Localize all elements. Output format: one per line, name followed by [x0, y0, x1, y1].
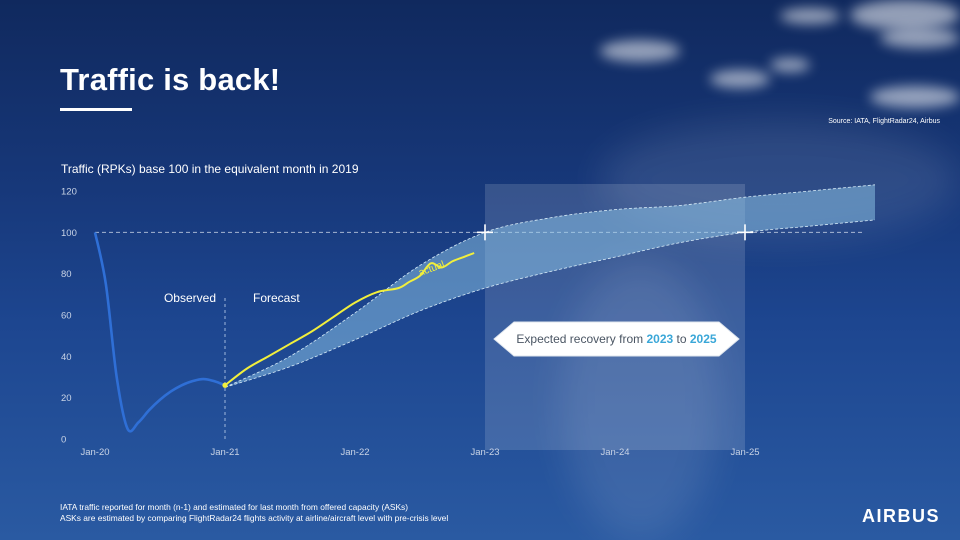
y-tick-label: 80 — [61, 269, 72, 280]
recovery-marker — [477, 224, 493, 241]
source-note: Source: IATA, FlightRadar24, Airbus — [828, 118, 940, 125]
annotation-year-to: 2025 — [690, 332, 717, 346]
forecast-upper-bound — [224, 184, 876, 388]
actual-line — [224, 252, 475, 387]
annotation-prefix: Expected recovery from — [516, 332, 646, 346]
y-tick-label: 120 — [61, 187, 77, 198]
recovery-arrow — [493, 321, 740, 357]
annotation-joiner: to — [673, 332, 690, 346]
recovery-annotation: Expected recovery from 2023 to 2025 — [516, 332, 716, 346]
y-tick-label: 0 — [61, 435, 66, 446]
airbus-logo: AIRBUS — [861, 506, 940, 526]
x-tick-label: Jan-25 — [730, 447, 759, 458]
y-tick-label: 40 — [61, 352, 72, 363]
forecast-label: Forecast — [253, 291, 300, 305]
observed-line — [93, 232, 226, 433]
actual-start-point — [222, 382, 228, 388]
forecast-lower-bound — [224, 219, 876, 388]
y-tick-label: 60 — [61, 311, 72, 322]
footnotes: IATA traffic reported for month (n-1) an… — [60, 502, 448, 524]
recovery-marker — [737, 224, 753, 241]
x-tick-label: Jan-21 — [210, 447, 239, 458]
y-tick-label: 20 — [61, 393, 72, 404]
slide-title: Traffic is back! — [60, 62, 281, 97]
x-tick-label: Jan-22 — [340, 447, 369, 458]
annotation-year-from: 2023 — [646, 332, 673, 346]
x-tick-label: Jan-23 — [470, 447, 499, 458]
forecast-band — [225, 184, 875, 388]
footnote-2: ASKs are estimated by comparing FlightRa… — [60, 513, 449, 523]
footnote-1: IATA traffic reported for month (n-1) an… — [60, 502, 409, 512]
title-underline — [60, 108, 132, 111]
chart-title: Traffic (RPKs) base 100 in the equivalen… — [61, 162, 359, 176]
y-tick-label: 100 — [61, 228, 77, 239]
observed-label: Observed — [164, 291, 216, 305]
x-tick-label: Jan-20 — [80, 447, 109, 458]
x-tick-label: Jan-24 — [600, 447, 629, 458]
